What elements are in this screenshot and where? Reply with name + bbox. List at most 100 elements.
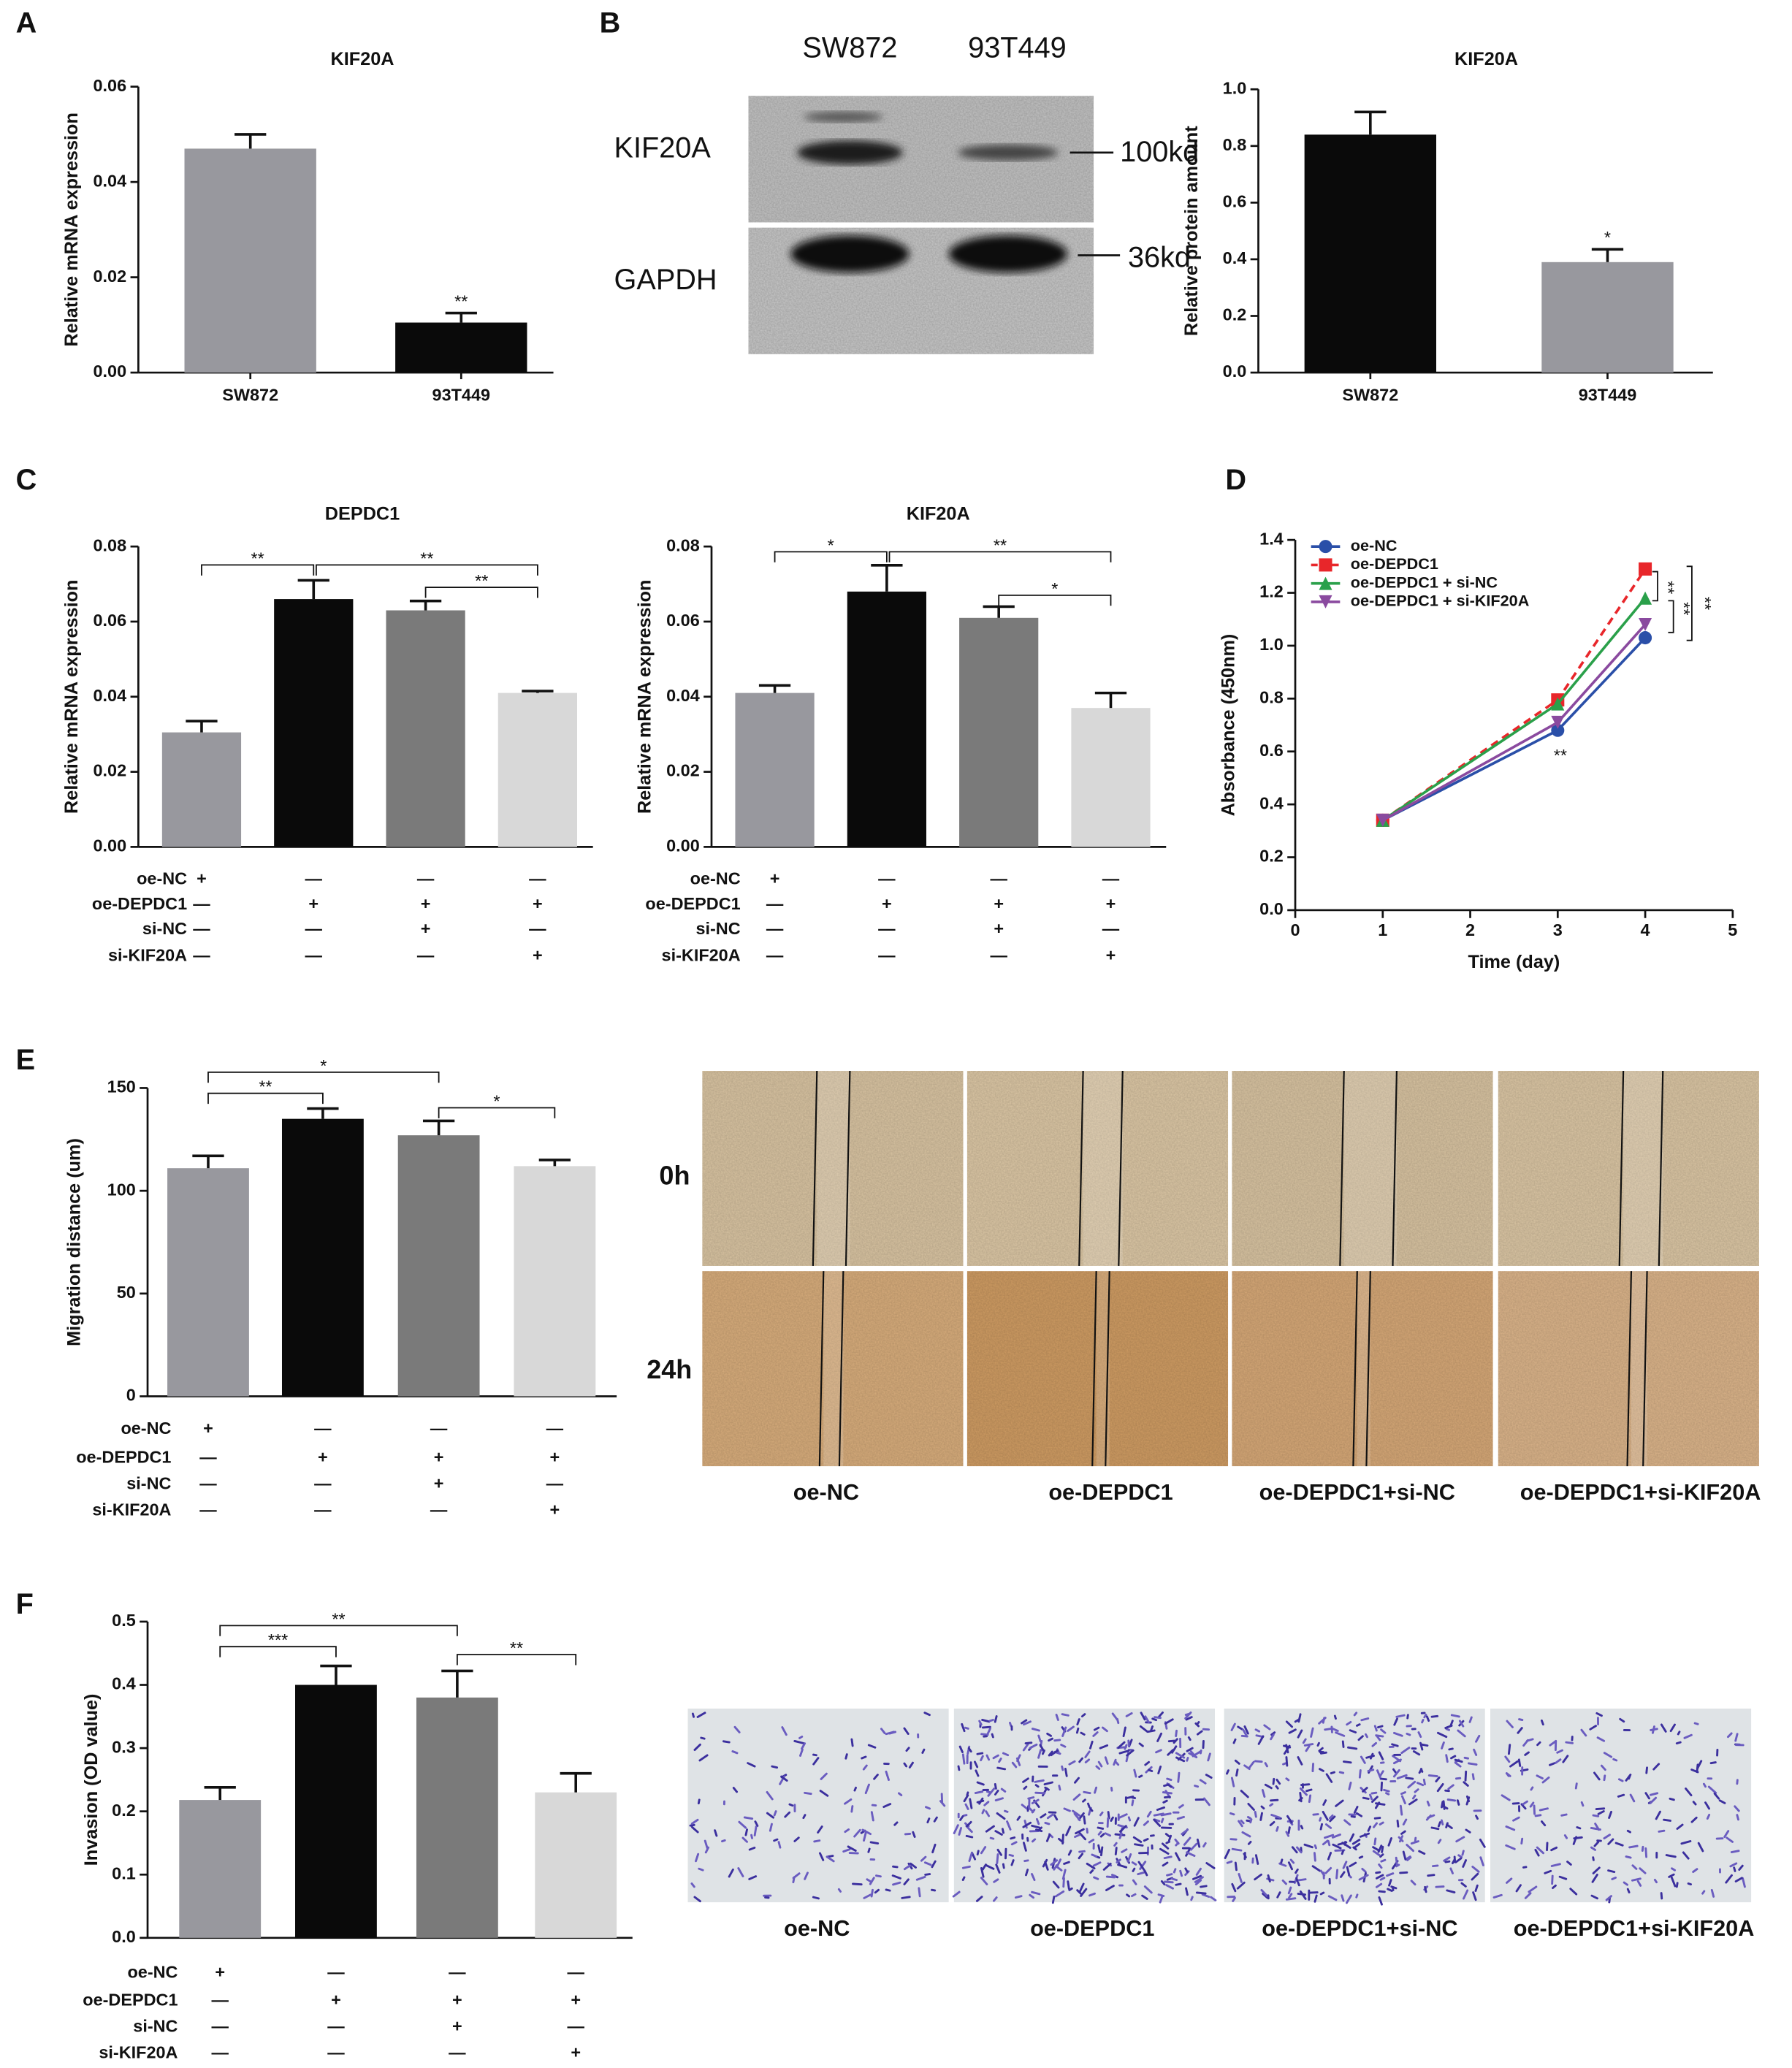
- condition-sign: +: [318, 1447, 328, 1466]
- condition-sign: —: [546, 1474, 564, 1493]
- stained-cell: [1506, 1720, 1514, 1728]
- stained-cell: [1427, 1774, 1438, 1778]
- stained-cell: [1736, 1814, 1739, 1821]
- stained-cell: [1200, 1749, 1202, 1755]
- stained-cell: [1048, 1737, 1053, 1742]
- stained-cell: [1126, 1853, 1132, 1863]
- stained-cell: [698, 1867, 704, 1871]
- condition-label: si-KIF20A: [99, 2043, 178, 2062]
- stained-cell: [1576, 1826, 1582, 1830]
- stained-cell: [1692, 1801, 1697, 1806]
- stained-cell: [799, 1748, 804, 1757]
- stained-cell: [1392, 1769, 1400, 1778]
- stained-cell: [1400, 1830, 1406, 1835]
- stained-cell: [850, 1805, 854, 1813]
- stained-cell: [953, 1824, 959, 1834]
- stained-cell: [994, 1797, 1004, 1801]
- stained-cell: [1166, 1777, 1173, 1782]
- significance-label: **: [454, 291, 468, 310]
- stained-cell: [1465, 1795, 1471, 1803]
- stained-cell: [798, 1735, 804, 1739]
- stained-cell: [1424, 1885, 1427, 1893]
- stained-cell: [1118, 1750, 1130, 1755]
- stained-cell: [1592, 1856, 1595, 1861]
- stained-cell: [923, 1712, 931, 1717]
- stained-cell: [1468, 1716, 1473, 1723]
- condition-sign: —: [417, 945, 435, 964]
- stained-cell: [1726, 1836, 1734, 1843]
- stained-cell: [1600, 1764, 1606, 1771]
- stained-cell: [1023, 1785, 1028, 1790]
- y-tick-label: 0.3: [112, 1737, 136, 1756]
- stained-cell: [992, 1754, 999, 1760]
- stained-cell: [1386, 1872, 1395, 1877]
- stained-cell: [1353, 1842, 1361, 1849]
- image-label: oe-NC: [793, 1480, 859, 1505]
- stained-cell: [1324, 1866, 1332, 1874]
- stained-cell: [1550, 1863, 1561, 1867]
- condition-sign: —: [199, 1447, 217, 1466]
- stained-cell: [844, 1798, 853, 1805]
- stained-cell: [1264, 1762, 1268, 1768]
- stained-cell: [1240, 1819, 1245, 1825]
- stained-cell: [1303, 1743, 1314, 1747]
- legend-label: oe-DEPDC1: [1351, 554, 1438, 573]
- stained-cell: [1520, 1803, 1527, 1810]
- stained-cell: [1690, 1816, 1698, 1823]
- stained-cell: [1091, 1853, 1097, 1858]
- stained-cell: [998, 1758, 1002, 1763]
- stained-cell: [1580, 1801, 1585, 1807]
- wound-edge: [1339, 1070, 1345, 1266]
- condition-sign: +: [571, 1991, 581, 2010]
- panel-letter: E: [16, 1044, 35, 1076]
- stained-cell: [1114, 1760, 1120, 1766]
- stained-cell: [1119, 1825, 1127, 1833]
- stained-cell: [1342, 1861, 1348, 1869]
- stained-cell: [1185, 1716, 1193, 1721]
- stained-cell: [1022, 1821, 1032, 1828]
- y-axis-label: Invasion (OD value): [81, 1694, 102, 1866]
- stained-cell: [1639, 1867, 1647, 1874]
- stained-cell: [1150, 1725, 1154, 1732]
- image-texture: [1498, 1071, 1759, 1266]
- stained-cell: [1164, 1796, 1171, 1799]
- stained-cell: [1133, 1817, 1140, 1827]
- stained-cell: [1457, 1729, 1466, 1738]
- stained-cell: [1053, 1864, 1059, 1871]
- stained-cell: [1597, 1810, 1605, 1815]
- stained-cell: [1603, 1752, 1613, 1758]
- stained-cell: [1158, 1712, 1164, 1718]
- stained-cell: [1177, 1771, 1181, 1783]
- stained-cell: [898, 1792, 903, 1796]
- stained-cell: [983, 1801, 990, 1806]
- stained-cell: [1037, 1734, 1042, 1743]
- stained-cell: [1174, 1838, 1180, 1845]
- stained-cell: [1316, 1741, 1320, 1747]
- x-tick-label: 5: [1728, 920, 1737, 939]
- stained-cell: [1156, 1806, 1165, 1812]
- stained-cell: [1042, 1750, 1045, 1755]
- stained-cell: [1281, 1879, 1287, 1885]
- stained-cell: [1734, 1877, 1743, 1882]
- stained-cell: [850, 1738, 854, 1747]
- stained-cell: [1267, 1874, 1271, 1882]
- stained-cell: [1400, 1747, 1411, 1755]
- stained-cell: [1259, 1812, 1263, 1821]
- stained-cell: [996, 1812, 1006, 1820]
- stained-cell: [1029, 1743, 1038, 1750]
- stained-cell: [1044, 1861, 1049, 1871]
- stained-cell: [853, 1786, 857, 1792]
- y-tick-label: 0.5: [112, 1611, 136, 1630]
- significance-bracket: [998, 594, 1112, 606]
- stained-cell: [963, 1794, 969, 1803]
- condition-label: oe-NC: [127, 1963, 178, 1982]
- stained-cell: [866, 1878, 872, 1883]
- stained-cell: [1282, 1762, 1287, 1766]
- stained-cell: [1685, 1787, 1693, 1797]
- stained-cell: [1517, 1758, 1522, 1767]
- stained-cell: [1506, 1772, 1511, 1777]
- stained-cell: [1205, 1862, 1216, 1869]
- stained-cell: [1055, 1714, 1059, 1721]
- stained-cell: [753, 1825, 758, 1836]
